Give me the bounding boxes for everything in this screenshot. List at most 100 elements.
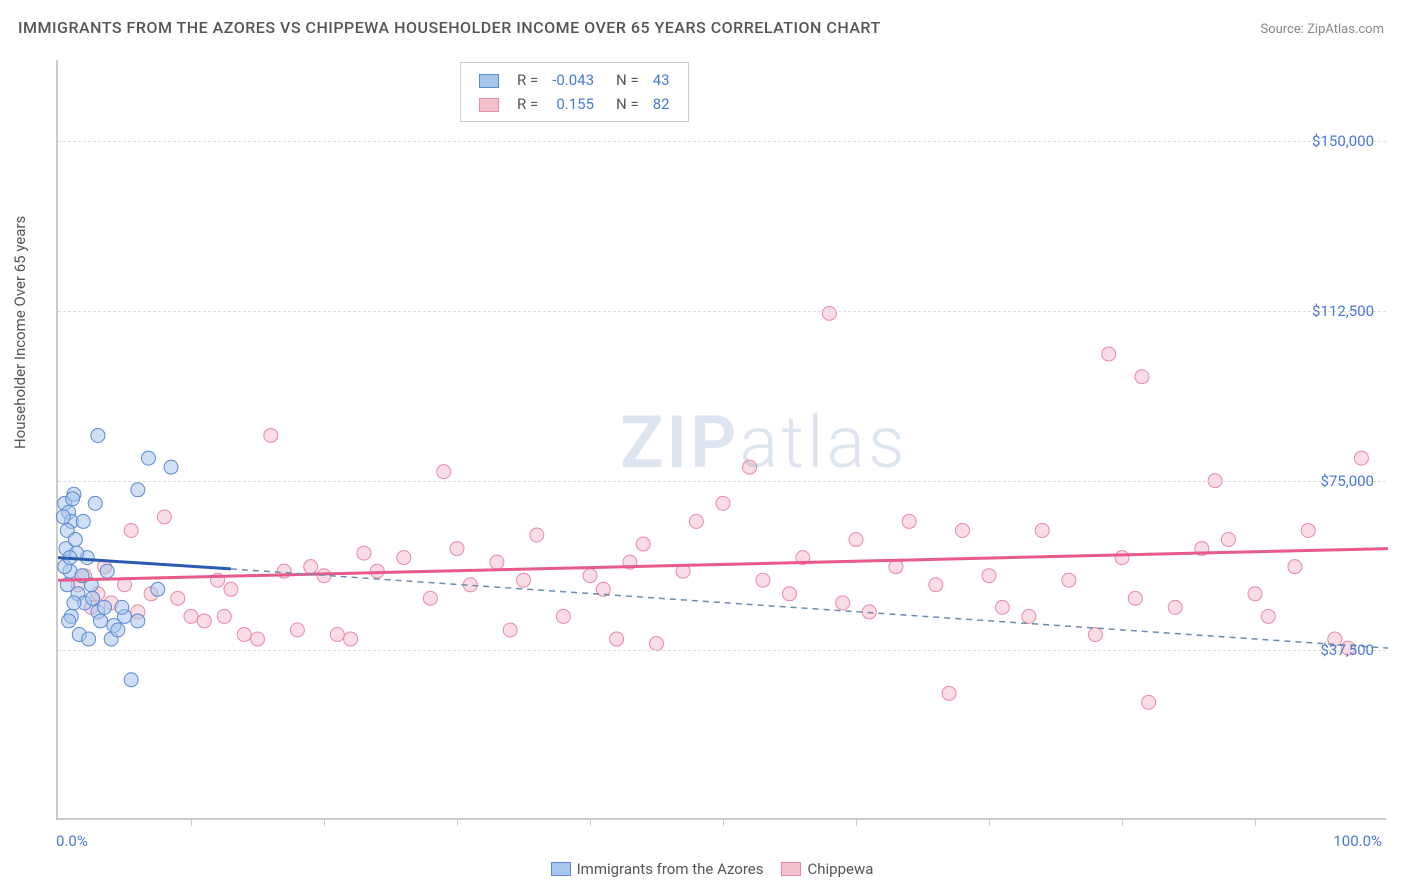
stats-row: R =0.155N =82 <box>473 93 676 115</box>
scatter-point <box>141 451 155 465</box>
scatter-point <box>304 560 318 574</box>
scatter-point <box>131 614 145 628</box>
scatter-point <box>124 673 138 687</box>
scatter-point <box>689 514 703 528</box>
scatter-point <box>556 609 570 623</box>
xtick-label: 100.0% <box>1333 832 1382 850</box>
scatter-point <box>124 523 138 537</box>
scatter-point <box>76 514 90 528</box>
source-name: ZipAtlas.com <box>1307 22 1384 37</box>
xtick <box>1255 818 1256 826</box>
r-label: R = <box>511 93 544 115</box>
scatter-point <box>67 596 81 610</box>
ytick-label: $112,500 <box>1312 302 1374 320</box>
n-value: 43 <box>647 69 676 91</box>
scatter-point <box>184 609 198 623</box>
scatter-point <box>115 600 129 614</box>
scatter-point <box>157 510 171 524</box>
scatter-point <box>171 591 185 605</box>
scatter-point <box>583 569 597 583</box>
xtick <box>856 818 857 826</box>
scatter-point <box>330 628 344 642</box>
scatter-point <box>224 582 238 596</box>
scatter-point <box>902 514 916 528</box>
scatter-point <box>1288 560 1302 574</box>
scatter-point <box>164 460 178 474</box>
scatter-point <box>91 428 105 442</box>
scatter-point <box>94 614 108 628</box>
scatter-point <box>517 573 531 587</box>
scatter-point <box>503 623 517 637</box>
scatter-point <box>1102 347 1116 361</box>
scatter-point <box>636 537 650 551</box>
xtick-label: 0.0% <box>56 832 88 850</box>
scatter-point <box>982 569 996 583</box>
scatter-point <box>1022 609 1036 623</box>
xtick <box>1122 818 1123 826</box>
scatter-point <box>437 465 451 479</box>
scatter-point <box>1115 551 1129 565</box>
scatter-point <box>62 614 76 628</box>
scatter-point <box>530 528 544 542</box>
scatter-point <box>1168 600 1182 614</box>
scatter-point <box>1088 628 1102 642</box>
swatch-icon <box>781 862 801 876</box>
scatter-point <box>357 546 371 560</box>
trend-line-b <box>58 549 1388 581</box>
scatter-point <box>716 496 730 510</box>
scatter-point <box>217 609 231 623</box>
scatter-point <box>1248 587 1262 601</box>
scatter-point <box>995 600 1009 614</box>
swatch-icon <box>479 74 499 88</box>
xtick <box>324 818 325 826</box>
y-axis-label: Householder Income Over 65 years <box>11 216 29 449</box>
ytick-label: $150,000 <box>1312 132 1374 150</box>
plot-svg <box>58 60 1386 818</box>
scatter-point <box>1301 523 1315 537</box>
gridline <box>58 311 1386 312</box>
r-value: -0.043 <box>546 69 600 91</box>
scatter-point <box>197 614 211 628</box>
scatter-point <box>98 600 112 614</box>
trend-line-a-dash <box>231 569 1388 648</box>
xtick <box>723 818 724 826</box>
scatter-point <box>450 542 464 556</box>
scatter-point <box>68 533 82 547</box>
scatter-point <box>942 686 956 700</box>
n-value: 82 <box>647 93 676 115</box>
scatter-point <box>397 551 411 565</box>
scatter-point <box>251 632 265 646</box>
scatter-point <box>82 632 96 646</box>
scatter-point <box>1261 609 1275 623</box>
swatch-icon <box>479 98 499 112</box>
scatter-point <box>783 587 797 601</box>
series-legend: Immigrants from the Azores Chippewa <box>0 860 1406 878</box>
scatter-point <box>344 632 358 646</box>
scatter-point <box>836 596 850 610</box>
xtick <box>457 818 458 826</box>
scatter-point <box>490 555 504 569</box>
stats-row: R =-0.043N =43 <box>473 69 676 91</box>
scatter-point <box>66 492 80 506</box>
legend-label: Chippewa <box>807 860 873 878</box>
gridline <box>58 650 1386 651</box>
scatter-point <box>111 623 125 637</box>
scatter-point <box>743 460 757 474</box>
xtick <box>191 818 192 826</box>
scatter-point <box>290 623 304 637</box>
legend-label: Immigrants from the Azores <box>577 860 764 878</box>
scatter-point <box>131 483 145 497</box>
scatter-point <box>650 637 664 651</box>
ytick-label: $75,000 <box>1320 472 1374 490</box>
xtick <box>989 818 990 826</box>
r-label: R = <box>511 69 544 91</box>
scatter-point <box>929 578 943 592</box>
scatter-point <box>756 573 770 587</box>
plot-area: $37,500$75,000$112,500$150,0000.0%100.0% <box>56 60 1386 820</box>
scatter-point <box>849 533 863 547</box>
scatter-point <box>100 564 114 578</box>
source-attribution: Source: ZipAtlas.com <box>1260 22 1384 37</box>
scatter-point <box>1128 591 1142 605</box>
gridline <box>58 481 1386 482</box>
scatter-point <box>151 582 165 596</box>
